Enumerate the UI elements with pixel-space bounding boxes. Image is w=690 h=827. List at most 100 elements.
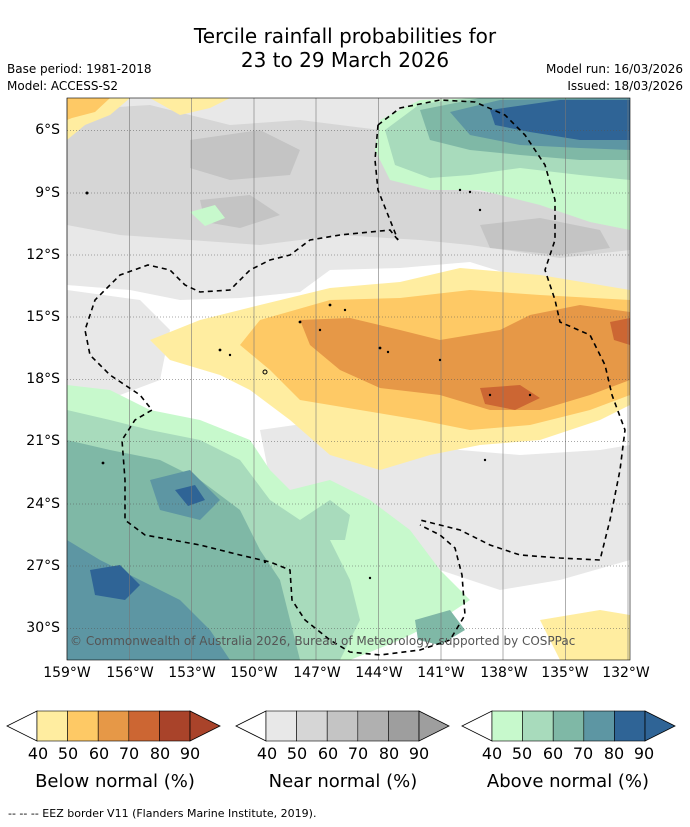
above-normal-small-patch (190, 205, 225, 226)
island-dot (488, 393, 492, 397)
island-dot (528, 393, 532, 397)
colorbar-arrow-high (189, 710, 221, 742)
eez-border-legend: -- -- -- EEZ border V11 (Flanders Marine… (8, 807, 317, 820)
issued-date: Issued: 18/03/2026 (567, 79, 683, 93)
island-dot (468, 190, 472, 194)
colorbar-title-above: Above normal (%) (486, 771, 650, 792)
lat-label: 12°S (26, 247, 60, 263)
colorbar-tick: 80 (149, 744, 171, 763)
colorbar-tick: 40 (481, 744, 503, 763)
lat-label: 15°S (26, 309, 60, 325)
colorbar-segment (326, 710, 359, 742)
island-dot (263, 560, 267, 564)
colorbar-tick: 70 (118, 744, 140, 763)
title-line-1: Tercile rainfall probabilities for (193, 24, 497, 48)
colorbar-tick: 70 (347, 744, 369, 763)
colorbar-above (461, 710, 676, 742)
lon-label: 147°W (293, 665, 341, 681)
near-normal-60-patch-2 (480, 218, 610, 255)
island-dot (318, 328, 322, 332)
model-name: Model: ACCESS-S2 (7, 79, 119, 93)
colorbar-segment (614, 710, 646, 742)
island-dot (478, 208, 482, 212)
near-normal-west (67, 290, 170, 400)
lon-label: 150°W (230, 665, 278, 681)
island-dot (458, 188, 462, 192)
colorbar-segment (36, 710, 68, 742)
island-dot (483, 458, 487, 462)
colorbar-segment (522, 710, 554, 742)
eez-border-french-polynesia (377, 99, 626, 561)
above-normal-ne-80 (490, 100, 630, 140)
eez-borders (84, 99, 626, 656)
island-dot (386, 350, 390, 354)
colorbar-tick: 90 (633, 744, 655, 763)
colorbar-segment (128, 710, 160, 742)
lat-label: 24°S (26, 496, 60, 512)
map-frame (66, 97, 631, 661)
lat-label: 9°S (35, 185, 60, 201)
colorbar-tick: 80 (603, 744, 625, 763)
lat-label: 27°S (26, 558, 60, 574)
island-dot (228, 353, 232, 357)
colorbar-near (235, 710, 450, 742)
colorbar-segment (388, 710, 420, 742)
colorbar-tick: 50 (286, 744, 308, 763)
colorbar-arrow-low (6, 710, 38, 742)
island-dot (438, 358, 442, 362)
below-normal-70-2 (480, 385, 540, 410)
colorbar-tick: 60 (88, 744, 110, 763)
lat-label: 6°S (35, 122, 60, 138)
lon-label: 141°W (417, 665, 465, 681)
colorbar-arrow-high (644, 710, 676, 742)
map-fill (67, 98, 630, 660)
colorbar-segment (491, 710, 523, 742)
colorbar-tick: 70 (572, 744, 594, 763)
colorbar-tick: 50 (57, 744, 79, 763)
colorbar-below (6, 710, 221, 742)
colorbar-title-near: Near normal (%) (268, 771, 418, 792)
lat-label: 18°S (26, 371, 60, 387)
colorbar-tick: 90 (179, 744, 201, 763)
island-dot (101, 461, 105, 465)
model-run: Model run: 16/03/2026 (545, 62, 683, 76)
lat-label: 30°S (26, 620, 60, 636)
above-normal-sw-80 (90, 565, 140, 600)
lon-label: 132°W (602, 665, 650, 681)
colorbar-tick: 90 (408, 744, 430, 763)
lon-label: 138°W (480, 665, 528, 681)
colorbar-legends (6, 710, 676, 742)
island-dot (343, 308, 347, 312)
eez-border-fragment-north (374, 124, 399, 241)
below-normal-40-nw-2 (150, 98, 230, 115)
colorbar-segment (159, 710, 191, 742)
base-period: Base period: 1981-2018 (7, 62, 152, 76)
colorbar-arrow-low (235, 710, 267, 742)
island-dot (328, 303, 332, 307)
lon-label: 153°W (168, 665, 216, 681)
colorbar-arrow-high (418, 710, 450, 742)
below-normal-40-se (540, 610, 630, 660)
colorbar-tick: 40 (256, 744, 278, 763)
map-grid (66, 98, 630, 660)
eez-border-cook-islands (84, 229, 466, 656)
lon-label: 156°W (106, 665, 154, 681)
title-line-2: 23 to 29 March 2026 (240, 48, 450, 72)
colorbar-tick: 50 (511, 744, 533, 763)
colorbar-segment (265, 710, 297, 742)
lon-label: 144°W (355, 665, 403, 681)
island-dot (218, 348, 222, 352)
island-dot (378, 346, 382, 350)
below-normal-50-nw (67, 98, 110, 120)
lon-label: 135°W (541, 665, 589, 681)
island-markers (85, 188, 532, 580)
colorbar-segment (97, 710, 130, 742)
colorbar-tick: 60 (317, 744, 339, 763)
colorbar-tick: 60 (542, 744, 564, 763)
colorbar-segment (296, 710, 328, 742)
island-dot (298, 320, 302, 324)
lat-label: 21°S (26, 433, 60, 449)
colorbar-segment (583, 710, 615, 742)
colorbar-segment (552, 710, 585, 742)
